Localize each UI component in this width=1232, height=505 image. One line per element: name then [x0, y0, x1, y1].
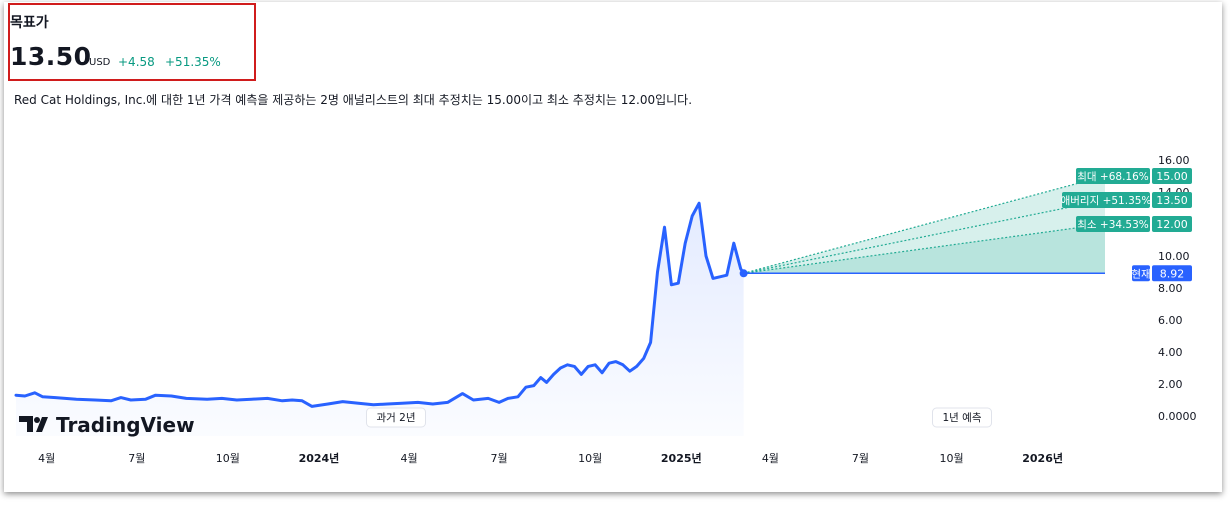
target-price-title: 목표가 — [10, 15, 49, 31]
period-label-forecast: 1년 예측 — [943, 411, 982, 424]
x-tick-label: 4월 — [762, 452, 779, 465]
history-area — [16, 203, 744, 436]
forecast-avg-tag-value: 13.50 — [1156, 194, 1188, 207]
target-price-highlight-box — [8, 3, 256, 81]
period-label-forecast-bg — [932, 407, 992, 428]
forecast-max-tag-value-bg — [1152, 168, 1192, 184]
y-tick-label: 4.00 — [1158, 346, 1183, 359]
x-tick-label: 2025년 — [661, 451, 702, 465]
y-tick-label: 10.00 — [1158, 250, 1190, 263]
current-price-dot — [739, 269, 748, 278]
x-tick-label: 4월 — [38, 452, 55, 465]
forecast-current-tag-label-bg — [1132, 265, 1150, 282]
period-label-past-bg — [366, 407, 426, 428]
forecast-min-tag-value: 12.00 — [1156, 218, 1188, 231]
tradingview-logo-icon — [19, 416, 33, 432]
forecast-current-tag-value: 8.92 — [1160, 267, 1185, 280]
x-tick-label: 4월 — [400, 452, 417, 465]
forecast-line-min — [743, 223, 1106, 274]
forecast-max-tag-value: 15.00 — [1156, 170, 1188, 183]
x-tick-label: 7월 — [128, 452, 145, 465]
y-tick-label: 8.00 — [1158, 282, 1183, 295]
price-history-line — [14, 201, 746, 408]
forecast-max-tag-label-bg — [1076, 168, 1150, 184]
x-tick-label: 10월 — [578, 452, 602, 465]
x-tick-label: 7월 — [852, 452, 869, 465]
target-price-unit: USD — [89, 57, 111, 68]
forecast-min-tag-label-bg — [1076, 216, 1150, 232]
y-tick-label: 0.0000 — [1158, 410, 1197, 423]
target-price-value: 13.50 — [10, 42, 92, 71]
period-label-past: 과거 2년 — [377, 412, 416, 424]
forecast-avg-tag-label-bg — [1062, 192, 1150, 208]
target-price-change-pct: +51.35% — [165, 55, 221, 69]
forecast-avg-tag-value-bg — [1152, 192, 1192, 208]
y-tick-label: 6.00 — [1158, 314, 1183, 327]
forecast-current-tag-label: 현재 — [1131, 268, 1150, 280]
x-tick-label: 7월 — [491, 452, 508, 465]
y-tick-label: 2.00 — [1158, 378, 1183, 391]
forecast-min-tag-value-bg — [1152, 216, 1192, 232]
tradingview-logo-mark — [36, 417, 48, 432]
tradingview-logo-text: TradingView — [56, 413, 195, 437]
y-tick-label: 16.00 — [1158, 154, 1190, 167]
forecast-description: Red Cat Holdings, Inc.에 대한 1년 가격 예측을 제공하… — [14, 93, 693, 107]
forecast-max-tag-label: 최대 +68.16% — [1077, 171, 1149, 183]
tradingview-logo-dot — [34, 417, 40, 423]
x-tick-label: 2026년 — [1022, 451, 1063, 465]
x-tick-label: 10월 — [216, 452, 240, 465]
forecast-min-tag-label: 최소 +34.53% — [1077, 219, 1149, 231]
forecast-current-tag-value-bg — [1152, 265, 1192, 282]
forecast-line-avg — [743, 199, 1106, 274]
forecast-avg-tag-label: 애버리지 +51.35% — [1061, 195, 1152, 207]
x-tick-label: 2024년 — [299, 451, 340, 465]
x-tick-label: 10월 — [939, 452, 963, 465]
target-price-change: +4.58 — [118, 55, 155, 69]
